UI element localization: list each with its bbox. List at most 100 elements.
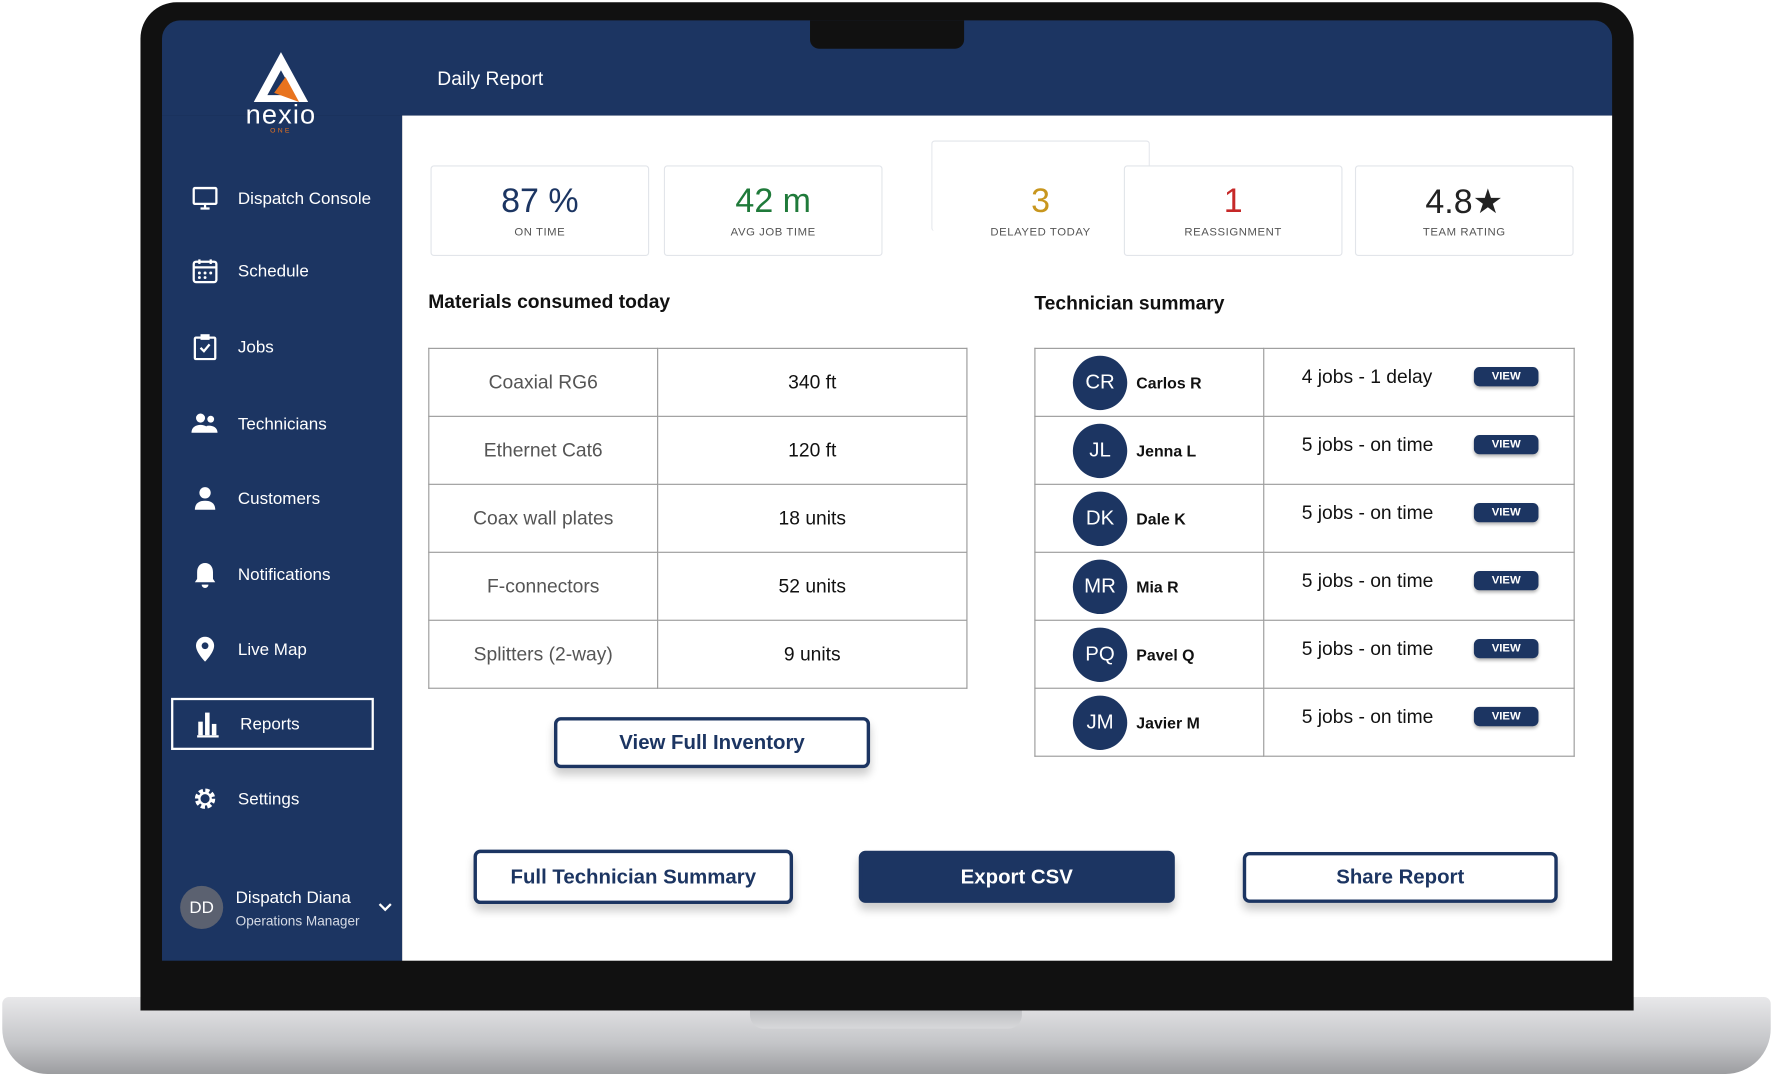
nav-label: Live Map [237,639,307,659]
action-button[interactable]: Full Technician Summary [473,849,794,905]
material-name: F-connectors [428,551,659,621]
nav-icon [194,487,216,510]
nav-icon [193,334,217,361]
page-title: Daily Report [437,67,544,90]
status-info: 5 jobs - on time VIEW [1264,501,1573,524]
technician-avatar: MR [1072,559,1128,614]
technician-row: PQ Pavel Q 5 jobs - on time VIEW [1034,619,1575,689]
material-quantity: 52 units [657,551,968,621]
kpi-label: AVG JOB TIME [730,226,816,240]
technician-info: PQ Pavel Q [1035,627,1263,682]
technician-avatar: CR [1072,355,1128,410]
technicians-table: CR Carlos R 4 jobs - 1 delay VIEW JL Jenna L 5… [1034,347,1575,757]
status-cell: 4 jobs - 1 delay VIEW [1263,347,1575,417]
technician-info: DK Dale K [1035,491,1263,546]
technician-cell: JL Jenna L [1034,415,1265,485]
status-info: 5 jobs - on time VIEW [1264,433,1573,456]
technician-status: 5 jobs - on time [1301,637,1434,659]
technician-cell: JM Javier M [1034,687,1265,757]
nav-item[interactable]: Settings [171,773,374,825]
view-button[interactable]: VIEW [1473,638,1539,659]
technician-row: DK Dale K 5 jobs - on time VIEW [1034,483,1575,553]
technician-name: Mia R [1136,577,1179,596]
action-button[interactable]: Export CSV [858,850,1175,903]
technician-status: 5 jobs - on time [1301,501,1434,523]
kpi-card: 4.8★ TEAM RATING [1354,165,1574,257]
materials-row: Splitters (2-way) 9 units [428,619,968,689]
technician-row: CR Carlos R 4 jobs - 1 delay VIEW [1034,347,1575,417]
sidebar [162,115,403,961]
kpi-label: TEAM RATING [1422,226,1506,240]
technician-info: JL Jenna L [1035,423,1263,478]
status-info: 5 jobs - on time VIEW [1264,637,1573,660]
nav-item[interactable]: Jobs [171,321,374,373]
status-info: 5 jobs - on time VIEW [1264,569,1573,592]
technician-status: 4 jobs - 1 delay [1301,365,1433,387]
technician-status: 5 jobs - on time [1301,569,1434,591]
technician-cell: CR Carlos R [1034,347,1265,417]
status-cell: 5 jobs - on time VIEW [1263,551,1575,621]
status-cell: 5 jobs - on time VIEW [1263,687,1575,757]
materials-table: Coaxial RG6 340 ft Ethernet Cat6 120 ft Coax… [428,347,968,689]
technician-name: Pavel Q [1136,645,1195,664]
kpi-value: 87 % [501,182,579,220]
nav-item[interactable]: Schedule [171,245,374,297]
material-quantity: 18 units [657,483,968,553]
technician-row: JM Javier M 5 jobs - on time VIEW [1034,687,1575,757]
technician-name: Carlos R [1136,373,1202,392]
user-menu-chevron[interactable] [377,902,393,913]
nav-icon [192,259,218,284]
nav-label: Notifications [237,564,331,585]
status-cell: 5 jobs - on time VIEW [1263,415,1575,485]
nav-label: Jobs [237,337,274,357]
nav-label: Customers [237,488,321,509]
technician-cell: PQ Pavel Q [1034,619,1265,689]
kpi-label: REASSIGNMENT [1184,226,1282,240]
status-info: 4 jobs - 1 delay VIEW [1264,365,1573,388]
technician-info: JM Javier M [1035,695,1263,750]
view-button[interactable]: VIEW [1473,503,1539,523]
nav-item[interactable]: Dispatch Console [171,172,374,224]
view-button[interactable]: VIEW [1473,570,1539,591]
nav-item[interactable]: Customers [171,472,374,524]
nav-item[interactable]: Technicians [171,398,374,450]
kpi-label: DELAYED TODAY [990,226,1091,240]
kpi-value: 4.8★ [1425,183,1504,221]
view-inventory-button[interactable]: View Full Inventory [553,717,871,769]
technician-name: Dale K [1136,509,1186,528]
kpi-card: 3 DELAYED TODAY [931,140,1150,239]
view-button[interactable]: VIEW [1473,706,1539,727]
nav-item[interactable]: Live Map [171,623,374,675]
technician-row: MR Mia R 5 jobs - on time VIEW [1034,551,1575,621]
materials-row: Ethernet Cat6 120 ft [428,415,968,485]
technician-avatar: PQ [1072,627,1128,682]
status-cell: 5 jobs - on time VIEW [1263,483,1575,553]
nav-label: Dispatch Console [237,188,372,208]
user-role: Operations Manager [235,913,360,929]
user-avatar: DD [180,885,224,929]
nav-icon [194,788,216,809]
logo-name: nexio [245,99,317,131]
nav-item[interactable]: Notifications [171,548,374,600]
kpi-label: ON TIME [514,226,566,240]
technician-avatar: DK [1072,491,1128,546]
nav-icon [194,563,216,588]
nav-label: Reports [240,714,300,734]
technician-avatar: JL [1072,423,1128,478]
action-button[interactable]: Share Report [1242,851,1558,903]
view-button[interactable]: VIEW [1473,367,1539,387]
technician-info: CR Carlos R [1035,355,1263,410]
technician-cell: MR Mia R [1034,551,1265,621]
view-button[interactable]: VIEW [1473,435,1539,455]
nav-label: Settings [237,789,300,809]
material-name: Splitters (2-way) [428,619,659,689]
nav-item[interactable]: Reports [171,697,374,750]
material-quantity: 9 units [657,619,968,689]
kpi-card: 87 % ON TIME [430,165,650,257]
kpi-value: 3 [1031,182,1051,220]
nav-icon [197,712,219,738]
camera-notch [810,20,965,49]
kpi-card: 42 m AVG JOB TIME [663,165,883,257]
